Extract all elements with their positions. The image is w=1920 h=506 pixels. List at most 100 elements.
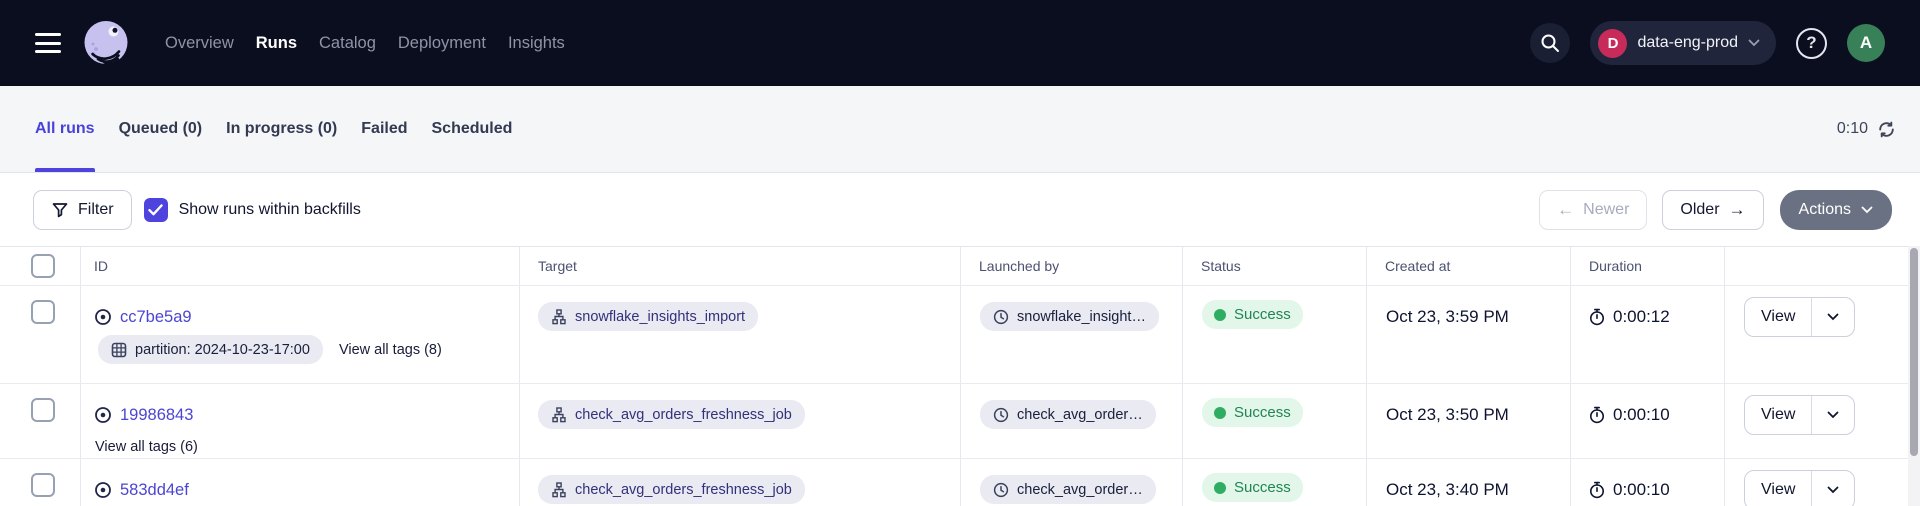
row-checkbox[interactable] xyxy=(31,473,55,497)
tab-failed[interactable]: Failed xyxy=(361,120,408,137)
backfills-toggle: Show runs within backfills xyxy=(143,197,361,222)
stopwatch-icon xyxy=(1590,406,1604,424)
avatar-initial: A xyxy=(1859,33,1873,52)
chevron-down-icon xyxy=(1827,411,1839,419)
column-header-created-at: Created at xyxy=(1367,247,1571,285)
nav-link-overview[interactable]: Overview xyxy=(165,33,234,52)
run-status-ring-icon xyxy=(95,482,111,498)
view-split-button: View xyxy=(1744,395,1856,435)
clock-icon xyxy=(993,482,1009,497)
view-button[interactable]: View xyxy=(1761,308,1796,325)
job-graph-icon xyxy=(552,308,566,324)
target-job-pill[interactable]: snowflake_insights_import xyxy=(538,302,759,331)
backfills-checkbox[interactable] xyxy=(143,197,168,222)
column-header-duration: Duration xyxy=(1571,247,1725,285)
table-row: 19986843 View all tags (6) check_avg_ord… xyxy=(0,384,1908,459)
chevron-down-icon xyxy=(1827,486,1839,494)
arrow-right-icon: → xyxy=(1728,199,1746,219)
partition-grid-icon xyxy=(111,342,127,357)
run-id-link[interactable]: 19986843 xyxy=(120,405,194,424)
refresh-countdown: 0:10 xyxy=(1836,120,1868,137)
launched-by-pill[interactable]: snowflake_insight… xyxy=(980,302,1159,331)
duration-value: 0:00:10 xyxy=(1613,405,1670,424)
run-id-link[interactable]: cc7be5a9 xyxy=(120,307,192,326)
newer-label: Newer xyxy=(1583,200,1630,218)
nav-links: Overview Runs Catalog Deployment Insight… xyxy=(165,34,565,53)
backfills-checkbox-label[interactable]: Show runs within backfills xyxy=(178,200,361,218)
partition-tag-pill[interactable]: partition: 2024-10-23-17:00 xyxy=(98,335,323,364)
column-header-status: Status xyxy=(1183,247,1367,285)
actions-button[interactable]: Actions xyxy=(1779,189,1892,230)
tab-in-progress[interactable]: In progress (0) xyxy=(226,120,338,137)
view-split-button: View xyxy=(1744,297,1856,337)
status-label: Success xyxy=(1234,479,1291,496)
table-row: cc7be5a9 partition: 2024-10-23-17:00 Vie… xyxy=(0,286,1908,384)
view-menu-button[interactable] xyxy=(1812,471,1854,506)
search-icon xyxy=(1541,34,1560,52)
chevron-down-icon xyxy=(1827,313,1839,321)
top-nav: Overview Runs Catalog Deployment Insight… xyxy=(0,0,1920,86)
target-job-label: snowflake_insights_import xyxy=(575,308,746,325)
column-header-target: Target xyxy=(520,247,961,285)
user-avatar[interactable]: A xyxy=(1847,24,1885,62)
stopwatch-icon xyxy=(1590,308,1604,326)
view-split-button: View xyxy=(1744,470,1856,506)
row-checkbox[interactable] xyxy=(31,300,55,324)
actions-label: Actions xyxy=(1798,200,1851,218)
launched-by-label: check_avg_order… xyxy=(1017,481,1143,498)
created-at-value: Oct 23, 3:40 PM xyxy=(1386,480,1509,499)
nav-right-cluster: D data-eng-prod ? A xyxy=(1530,21,1885,65)
scrollbar-thumb[interactable] xyxy=(1910,248,1918,456)
status-badge: Success xyxy=(1202,300,1303,329)
nav-link-deployment[interactable]: Deployment xyxy=(397,33,486,52)
launched-by-pill[interactable]: check_avg_order… xyxy=(980,475,1156,504)
created-at-value: Oct 23, 3:50 PM xyxy=(1386,405,1509,424)
vertical-scrollbar[interactable] xyxy=(1908,246,1920,506)
column-header-actions xyxy=(1725,247,1908,285)
nav-link-catalog[interactable]: Catalog xyxy=(319,33,376,52)
newer-button[interactable]: ← Newer xyxy=(1539,189,1648,230)
refresh-icon[interactable] xyxy=(1877,120,1896,139)
launched-by-pill[interactable]: check_avg_order… xyxy=(980,400,1156,429)
launched-by-label: check_avg_order… xyxy=(1017,406,1143,423)
dagster-logo[interactable] xyxy=(81,18,131,68)
success-dot-icon xyxy=(1214,308,1226,321)
run-id-link[interactable]: 583dd4ef xyxy=(120,480,189,499)
filter-button[interactable]: Filter xyxy=(33,189,132,230)
row-checkbox[interactable] xyxy=(31,398,55,422)
hamburger-menu-icon[interactable] xyxy=(35,33,61,53)
workspace-switcher[interactable]: D data-eng-prod xyxy=(1590,21,1776,65)
created-at-value: Oct 23, 3:59 PM xyxy=(1386,307,1509,326)
tab-queued[interactable]: Queued (0) xyxy=(118,120,203,137)
column-header-id: ID xyxy=(81,247,520,285)
tab-all-runs[interactable]: All runs xyxy=(35,86,95,172)
view-all-tags-link[interactable]: View all tags (8) xyxy=(338,341,442,358)
select-all-checkbox[interactable] xyxy=(31,254,55,278)
status-label: Success xyxy=(1234,306,1291,323)
arrow-left-icon: ← xyxy=(1557,199,1575,219)
view-button[interactable]: View xyxy=(1761,481,1796,498)
nav-link-insights[interactable]: Insights xyxy=(507,33,565,52)
partition-tag-label: partition: 2024-10-23-17:00 xyxy=(135,341,310,358)
chevron-down-icon xyxy=(1861,206,1873,213)
job-graph-icon xyxy=(552,481,566,497)
view-all-tags-link[interactable]: View all tags (6) xyxy=(95,439,198,455)
view-menu-button[interactable] xyxy=(1812,298,1854,336)
launched-by-label: snowflake_insight… xyxy=(1017,308,1146,325)
view-menu-button[interactable] xyxy=(1812,396,1854,434)
target-job-pill[interactable]: check_avg_orders_freshness_job xyxy=(538,400,805,429)
status-label: Success xyxy=(1234,404,1291,421)
runs-table: ID Target Launched by Status Created at … xyxy=(0,246,1908,506)
target-job-pill[interactable]: check_avg_orders_freshness_job xyxy=(538,475,805,504)
view-button[interactable]: View xyxy=(1761,406,1796,423)
older-button[interactable]: Older → xyxy=(1662,189,1764,230)
search-button[interactable] xyxy=(1530,23,1571,63)
nav-link-runs[interactable]: Runs xyxy=(255,33,298,52)
table-row: 583dd4ef check_avg_orders_freshness_job xyxy=(0,459,1908,506)
help-button[interactable]: ? xyxy=(1796,27,1827,59)
workspace-name: data-eng-prod xyxy=(1637,34,1738,51)
tab-scheduled[interactable]: Scheduled xyxy=(431,120,513,137)
checkmark-icon xyxy=(148,203,163,215)
target-job-label: check_avg_orders_freshness_job xyxy=(575,481,792,498)
